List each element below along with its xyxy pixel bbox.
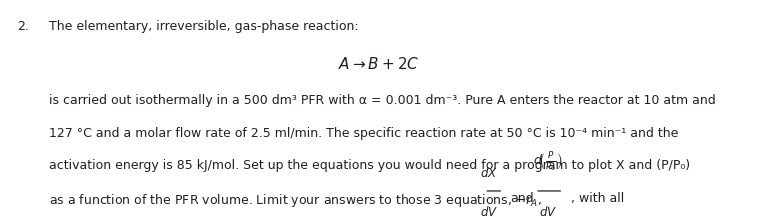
Text: $d\!\left(\frac{P}{P_0}\right)$: $d\!\left(\frac{P}{P_0}\right)$ [534, 150, 562, 174]
Text: 127 °C and a molar flow rate of 2.5 ml/min. The specific reaction rate at 50 °C : 127 °C and a molar flow rate of 2.5 ml/m… [49, 127, 678, 140]
Text: and: and [510, 192, 534, 205]
Text: The elementary, irreversible, gas-phase reaction:: The elementary, irreversible, gas-phase … [49, 20, 359, 33]
Text: as a function of the PFR volume. Limit your answers to those 3 equations, −$r_{A: as a function of the PFR volume. Limit y… [49, 192, 542, 209]
Text: $\mathit{A}\rightarrow \mathit{B}+2\mathit{C}$: $\mathit{A}\rightarrow \mathit{B}+2\math… [338, 56, 420, 72]
Text: , with all: , with all [571, 192, 624, 205]
Text: $dV$: $dV$ [539, 205, 557, 217]
Text: activation energy is 85 kJ/mol. Set up the equations you would need for a progra: activation energy is 85 kJ/mol. Set up t… [49, 159, 691, 173]
Text: 2.: 2. [17, 20, 29, 33]
Text: is carried out isothermally in a 500 dm³ PFR with α = 0.001 dm⁻³. Pure A enters : is carried out isothermally in a 500 dm³… [49, 94, 716, 107]
Text: $dV$: $dV$ [480, 205, 498, 217]
Text: $dX$: $dX$ [480, 166, 498, 180]
